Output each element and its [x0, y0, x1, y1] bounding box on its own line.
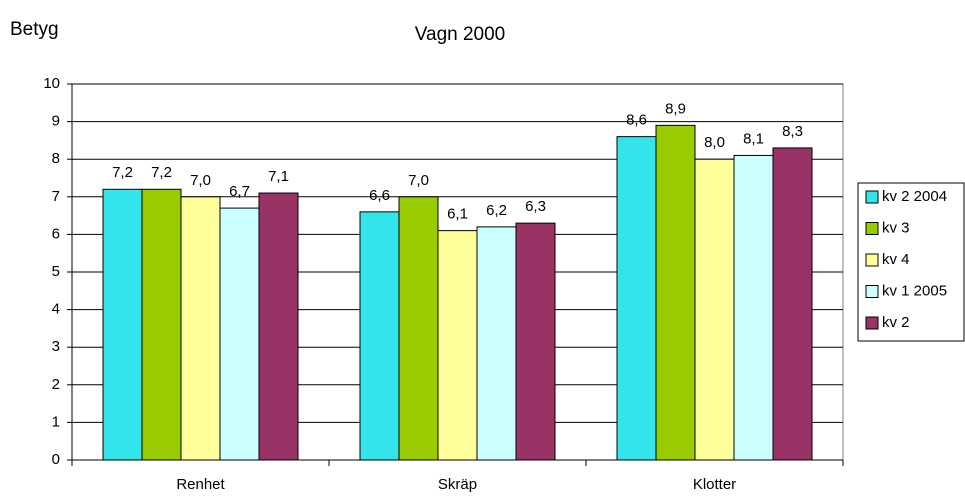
- value-label: 6,3: [525, 198, 546, 215]
- bar: [398, 196, 439, 461]
- y-tick-label: 0: [52, 451, 60, 468]
- bar: [515, 222, 556, 461]
- legend-swatch: [865, 253, 879, 267]
- y-tick-label: 10: [43, 75, 60, 92]
- y-tick-label: 7: [52, 188, 60, 205]
- bar: [258, 192, 299, 461]
- y-tick-label: 2: [52, 376, 60, 393]
- bar: [655, 124, 696, 461]
- value-label: 8,3: [782, 123, 803, 140]
- value-label: 7,0: [190, 172, 211, 189]
- y-tick-label: 5: [52, 263, 60, 280]
- value-label: 8,0: [704, 134, 725, 151]
- legend-swatch: [865, 316, 879, 330]
- value-label: 7,0: [408, 172, 429, 189]
- y-tick-label: 3: [52, 338, 60, 355]
- bar: [359, 211, 400, 461]
- legend-label: kv 2 2004: [882, 188, 947, 205]
- bar: [733, 154, 774, 461]
- value-label: 8,6: [626, 112, 647, 129]
- bar: [180, 196, 221, 461]
- bar: [694, 158, 735, 461]
- value-label: 8,9: [665, 100, 686, 117]
- value-label: 8,1: [743, 130, 764, 147]
- legend-label: kv 2: [882, 314, 910, 331]
- value-label: 7,1: [268, 168, 289, 185]
- value-label: 6,2: [486, 202, 507, 219]
- y-tick-label: 6: [52, 225, 60, 242]
- legend-swatch: [865, 190, 879, 204]
- value-label: 6,6: [369, 187, 390, 204]
- bar: [219, 207, 260, 461]
- legend-label: kv 1 2005: [882, 282, 947, 299]
- legend-label: kv 3: [882, 219, 910, 236]
- bar: [616, 136, 657, 461]
- y-axis-label: Betyg: [10, 19, 59, 40]
- y-tick-label: 4: [52, 301, 60, 318]
- legend-label: kv 4: [882, 251, 910, 268]
- value-label: 6,1: [447, 206, 468, 223]
- value-label: 7,2: [112, 164, 133, 181]
- y-tick-label: 8: [52, 150, 60, 167]
- y-tick-label: 9: [52, 113, 60, 130]
- value-label: 6,7: [229, 183, 250, 200]
- chart-title: Vagn 2000: [415, 24, 506, 45]
- value-label: 7,2: [151, 164, 172, 181]
- legend-swatch: [865, 285, 879, 298]
- bar: [476, 226, 517, 461]
- legend-swatch: [865, 222, 879, 235]
- bar: [437, 230, 478, 461]
- y-tick-label: 1: [52, 413, 60, 430]
- bar: [102, 188, 143, 461]
- x-tick-label: Skräp: [438, 476, 477, 493]
- x-tick-label: Klotter: [693, 476, 736, 493]
- x-tick-label: Renhet: [176, 476, 225, 493]
- bar: [141, 188, 182, 461]
- bar: [772, 147, 813, 461]
